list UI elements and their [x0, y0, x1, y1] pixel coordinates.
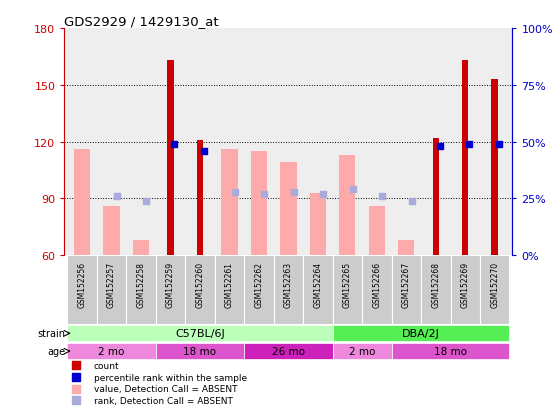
- Point: [377, 193, 386, 200]
- Text: strain: strain: [38, 328, 66, 338]
- Bar: [74, 150, 90, 256]
- Bar: [185, 256, 214, 325]
- Bar: [104, 206, 120, 256]
- Bar: [492, 80, 498, 256]
- Text: GSM152268: GSM152268: [431, 261, 440, 307]
- Point: [494, 141, 503, 148]
- Bar: [391, 256, 421, 325]
- Bar: [333, 343, 391, 359]
- Point: [170, 141, 179, 148]
- Point: [230, 189, 239, 195]
- Text: GSM152262: GSM152262: [254, 261, 263, 307]
- Text: 18 mo: 18 mo: [434, 346, 467, 356]
- Text: GSM152259: GSM152259: [166, 261, 175, 307]
- Point: [199, 148, 208, 155]
- Bar: [214, 256, 244, 325]
- Text: GSM152256: GSM152256: [78, 261, 87, 307]
- Bar: [462, 61, 469, 256]
- Text: GSM152258: GSM152258: [137, 261, 146, 307]
- Bar: [67, 325, 333, 342]
- Bar: [362, 256, 391, 325]
- Text: GSM152267: GSM152267: [402, 261, 411, 307]
- Point: [386, 233, 395, 240]
- Text: GSM152270: GSM152270: [490, 261, 499, 307]
- Point: [386, 23, 395, 29]
- Bar: [310, 193, 326, 256]
- Bar: [333, 325, 510, 342]
- Bar: [97, 256, 127, 325]
- Text: 26 mo: 26 mo: [272, 346, 305, 356]
- Text: GSM152269: GSM152269: [461, 261, 470, 307]
- Point: [386, 339, 395, 345]
- Text: GSM152257: GSM152257: [107, 261, 116, 307]
- Bar: [156, 343, 244, 359]
- Point: [386, 128, 395, 135]
- Bar: [398, 241, 414, 256]
- Bar: [303, 256, 333, 325]
- Bar: [251, 152, 267, 256]
- Point: [142, 198, 151, 204]
- Bar: [244, 256, 274, 325]
- Text: C57BL/6J: C57BL/6J: [175, 328, 225, 338]
- Bar: [244, 343, 333, 359]
- Text: GSM152265: GSM152265: [343, 261, 352, 307]
- Point: [113, 193, 122, 200]
- Text: DBA/2J: DBA/2J: [402, 328, 440, 338]
- Bar: [421, 256, 450, 325]
- Point: [407, 198, 416, 204]
- Bar: [197, 140, 203, 256]
- Point: [348, 187, 357, 193]
- Text: GSM152260: GSM152260: [195, 261, 204, 307]
- Text: GSM152264: GSM152264: [314, 261, 323, 307]
- Text: 18 mo: 18 mo: [184, 346, 217, 356]
- Bar: [67, 343, 156, 359]
- Bar: [221, 150, 237, 256]
- Text: 2 mo: 2 mo: [99, 346, 125, 356]
- Point: [319, 191, 328, 198]
- Bar: [368, 206, 385, 256]
- Text: GDS2929 / 1429130_at: GDS2929 / 1429130_at: [64, 15, 219, 28]
- Bar: [450, 256, 480, 325]
- Bar: [281, 163, 296, 256]
- Point: [260, 191, 269, 198]
- Bar: [480, 256, 510, 325]
- Text: 2 mo: 2 mo: [349, 346, 375, 356]
- Text: age: age: [48, 346, 66, 356]
- Bar: [167, 61, 174, 256]
- Point: [435, 144, 444, 150]
- Bar: [432, 138, 439, 256]
- Bar: [333, 256, 362, 325]
- Bar: [67, 256, 97, 325]
- Bar: [339, 156, 356, 256]
- Text: value, Detection Call = ABSENT: value, Detection Call = ABSENT: [94, 384, 237, 393]
- Point: [289, 189, 298, 195]
- Text: count: count: [94, 361, 119, 370]
- Text: GSM152263: GSM152263: [284, 261, 293, 307]
- Point: [465, 141, 474, 148]
- Bar: [274, 256, 303, 325]
- Text: GSM152266: GSM152266: [372, 261, 381, 307]
- Bar: [391, 343, 510, 359]
- Bar: [156, 256, 185, 325]
- Bar: [127, 256, 156, 325]
- Text: rank, Detection Call = ABSENT: rank, Detection Call = ABSENT: [94, 396, 232, 405]
- Text: percentile rank within the sample: percentile rank within the sample: [94, 373, 246, 382]
- Text: GSM152261: GSM152261: [225, 261, 234, 307]
- Bar: [133, 241, 149, 256]
